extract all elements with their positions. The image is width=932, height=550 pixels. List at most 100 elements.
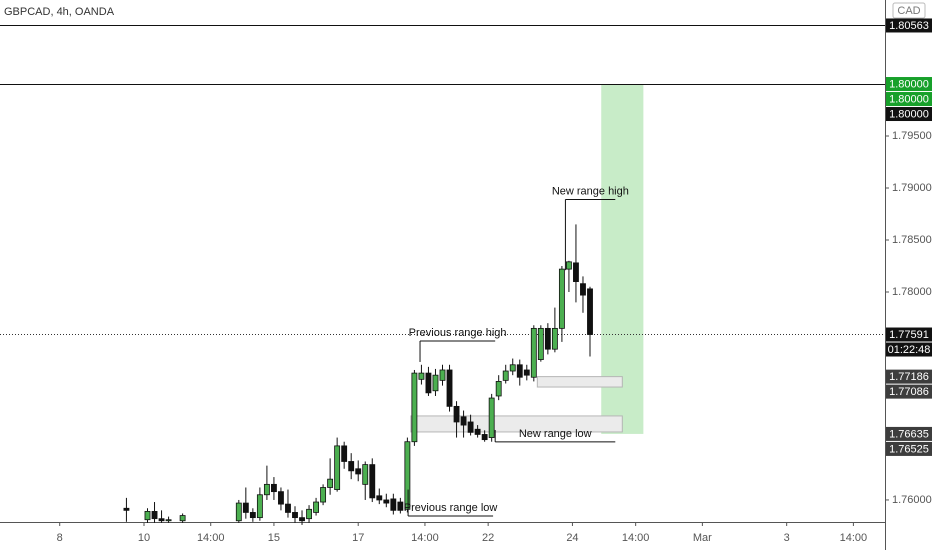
x-tick-label: 3 [784, 532, 790, 544]
candle-body [123, 507, 130, 511]
candle-body [235, 502, 242, 522]
price-label: 1.77186 [889, 371, 929, 383]
x-tick-label: 14:00 [411, 532, 439, 544]
candle-body [530, 327, 537, 378]
x-tick-label: 10 [138, 532, 150, 544]
candle-body [348, 461, 355, 472]
candle-body [278, 491, 284, 505]
candle-body [453, 405, 460, 423]
candle-body [355, 468, 362, 475]
candle-body [509, 364, 516, 372]
candle-body [397, 501, 404, 511]
y-tick-label: 1.79000 [892, 182, 932, 194]
candle-body [516, 364, 523, 378]
candle-body [376, 495, 383, 501]
currency[interactable]: CAD [897, 5, 920, 17]
candle-body [439, 369, 446, 381]
price-label-box [886, 426, 932, 441]
y-tick-label: 1.78500 [892, 234, 932, 246]
countdown: 01:22:48 [888, 344, 931, 356]
price-label: 1.76525 [889, 443, 929, 455]
candle-body [292, 512, 298, 519]
target-zone [601, 84, 644, 434]
candle-body [256, 494, 263, 519]
candle-body [285, 503, 291, 513]
price-label: 1.80000 [889, 78, 929, 90]
candle-body [313, 501, 319, 513]
candle-body [488, 397, 495, 438]
price-label: 1.80563 [889, 20, 929, 32]
candle-body [158, 518, 165, 522]
candle-body [320, 487, 327, 503]
annotation-text: Previous range low [404, 502, 498, 514]
candle-body [474, 428, 481, 435]
y-tick-label: 1.76000 [892, 494, 932, 506]
candle-body [544, 327, 551, 350]
candle-body [573, 262, 579, 282]
candle-body [362, 464, 369, 485]
currency-box[interactable] [892, 2, 926, 19]
candle-body [481, 434, 488, 441]
candle-body [432, 374, 439, 392]
annotation-text: New range high [552, 185, 629, 197]
candle-body [179, 515, 186, 522]
candle-body [566, 261, 572, 270]
x-tick-label: 14:00 [840, 532, 868, 544]
price-label: 1.80000 [889, 108, 929, 120]
candle-body [270, 483, 277, 493]
candle-body [551, 327, 558, 350]
price-label-box [886, 384, 932, 399]
x-tick-label: 24 [566, 532, 578, 544]
candle-body [151, 510, 158, 520]
candle-body [418, 372, 425, 380]
candle-body [425, 372, 432, 394]
candle-body [334, 445, 341, 490]
candle-body [587, 288, 593, 335]
candle-body [383, 499, 390, 504]
x-tick-label: 17 [352, 532, 364, 544]
x-tick-label: 14:00 [622, 532, 650, 544]
candle-body [580, 283, 586, 296]
candle-body [306, 508, 312, 520]
candle-body [299, 517, 305, 522]
candle-body [411, 372, 418, 443]
annotation-text: New range low [519, 428, 592, 440]
y-tick-label: 1.78000 [892, 286, 932, 298]
price-label-box [886, 77, 932, 92]
price-label: 1.76635 [889, 428, 929, 440]
price-label-box [886, 441, 932, 456]
price-label-box [886, 92, 932, 107]
candle-body [404, 441, 411, 510]
y-tick-label: 1.79500 [892, 130, 932, 142]
price-label: 1.80000 [889, 93, 929, 105]
candle-body [537, 327, 544, 360]
candle-body [390, 498, 397, 511]
candle-body [327, 478, 334, 488]
candle-body [467, 421, 474, 433]
candle-body [369, 464, 376, 499]
candle-body [263, 483, 270, 496]
x-tick-label: 15 [268, 532, 280, 544]
candle-body [165, 519, 172, 522]
x-tick-label: 8 [57, 532, 63, 544]
candle-body [502, 370, 509, 381]
x-tick-label: Mar [693, 532, 712, 544]
candle-body [495, 381, 502, 397]
candle-body [144, 510, 151, 521]
price-label-box [886, 18, 932, 33]
candle-body [249, 512, 256, 519]
candle-body [446, 369, 453, 407]
x-tick-label: 22 [482, 532, 494, 544]
x-tick-label: 14:00 [197, 532, 225, 544]
annotation-text: Previous range high [409, 327, 507, 339]
range-zone [536, 376, 623, 388]
countdown-box [886, 342, 932, 357]
price-label-box [886, 369, 932, 384]
candle-body [460, 416, 467, 426]
price-label-box [886, 327, 932, 342]
price-label-box [886, 107, 932, 122]
chart-title: GBPCAD, 4h, OANDA [4, 6, 115, 18]
price-label: 1.77591 [889, 329, 929, 341]
